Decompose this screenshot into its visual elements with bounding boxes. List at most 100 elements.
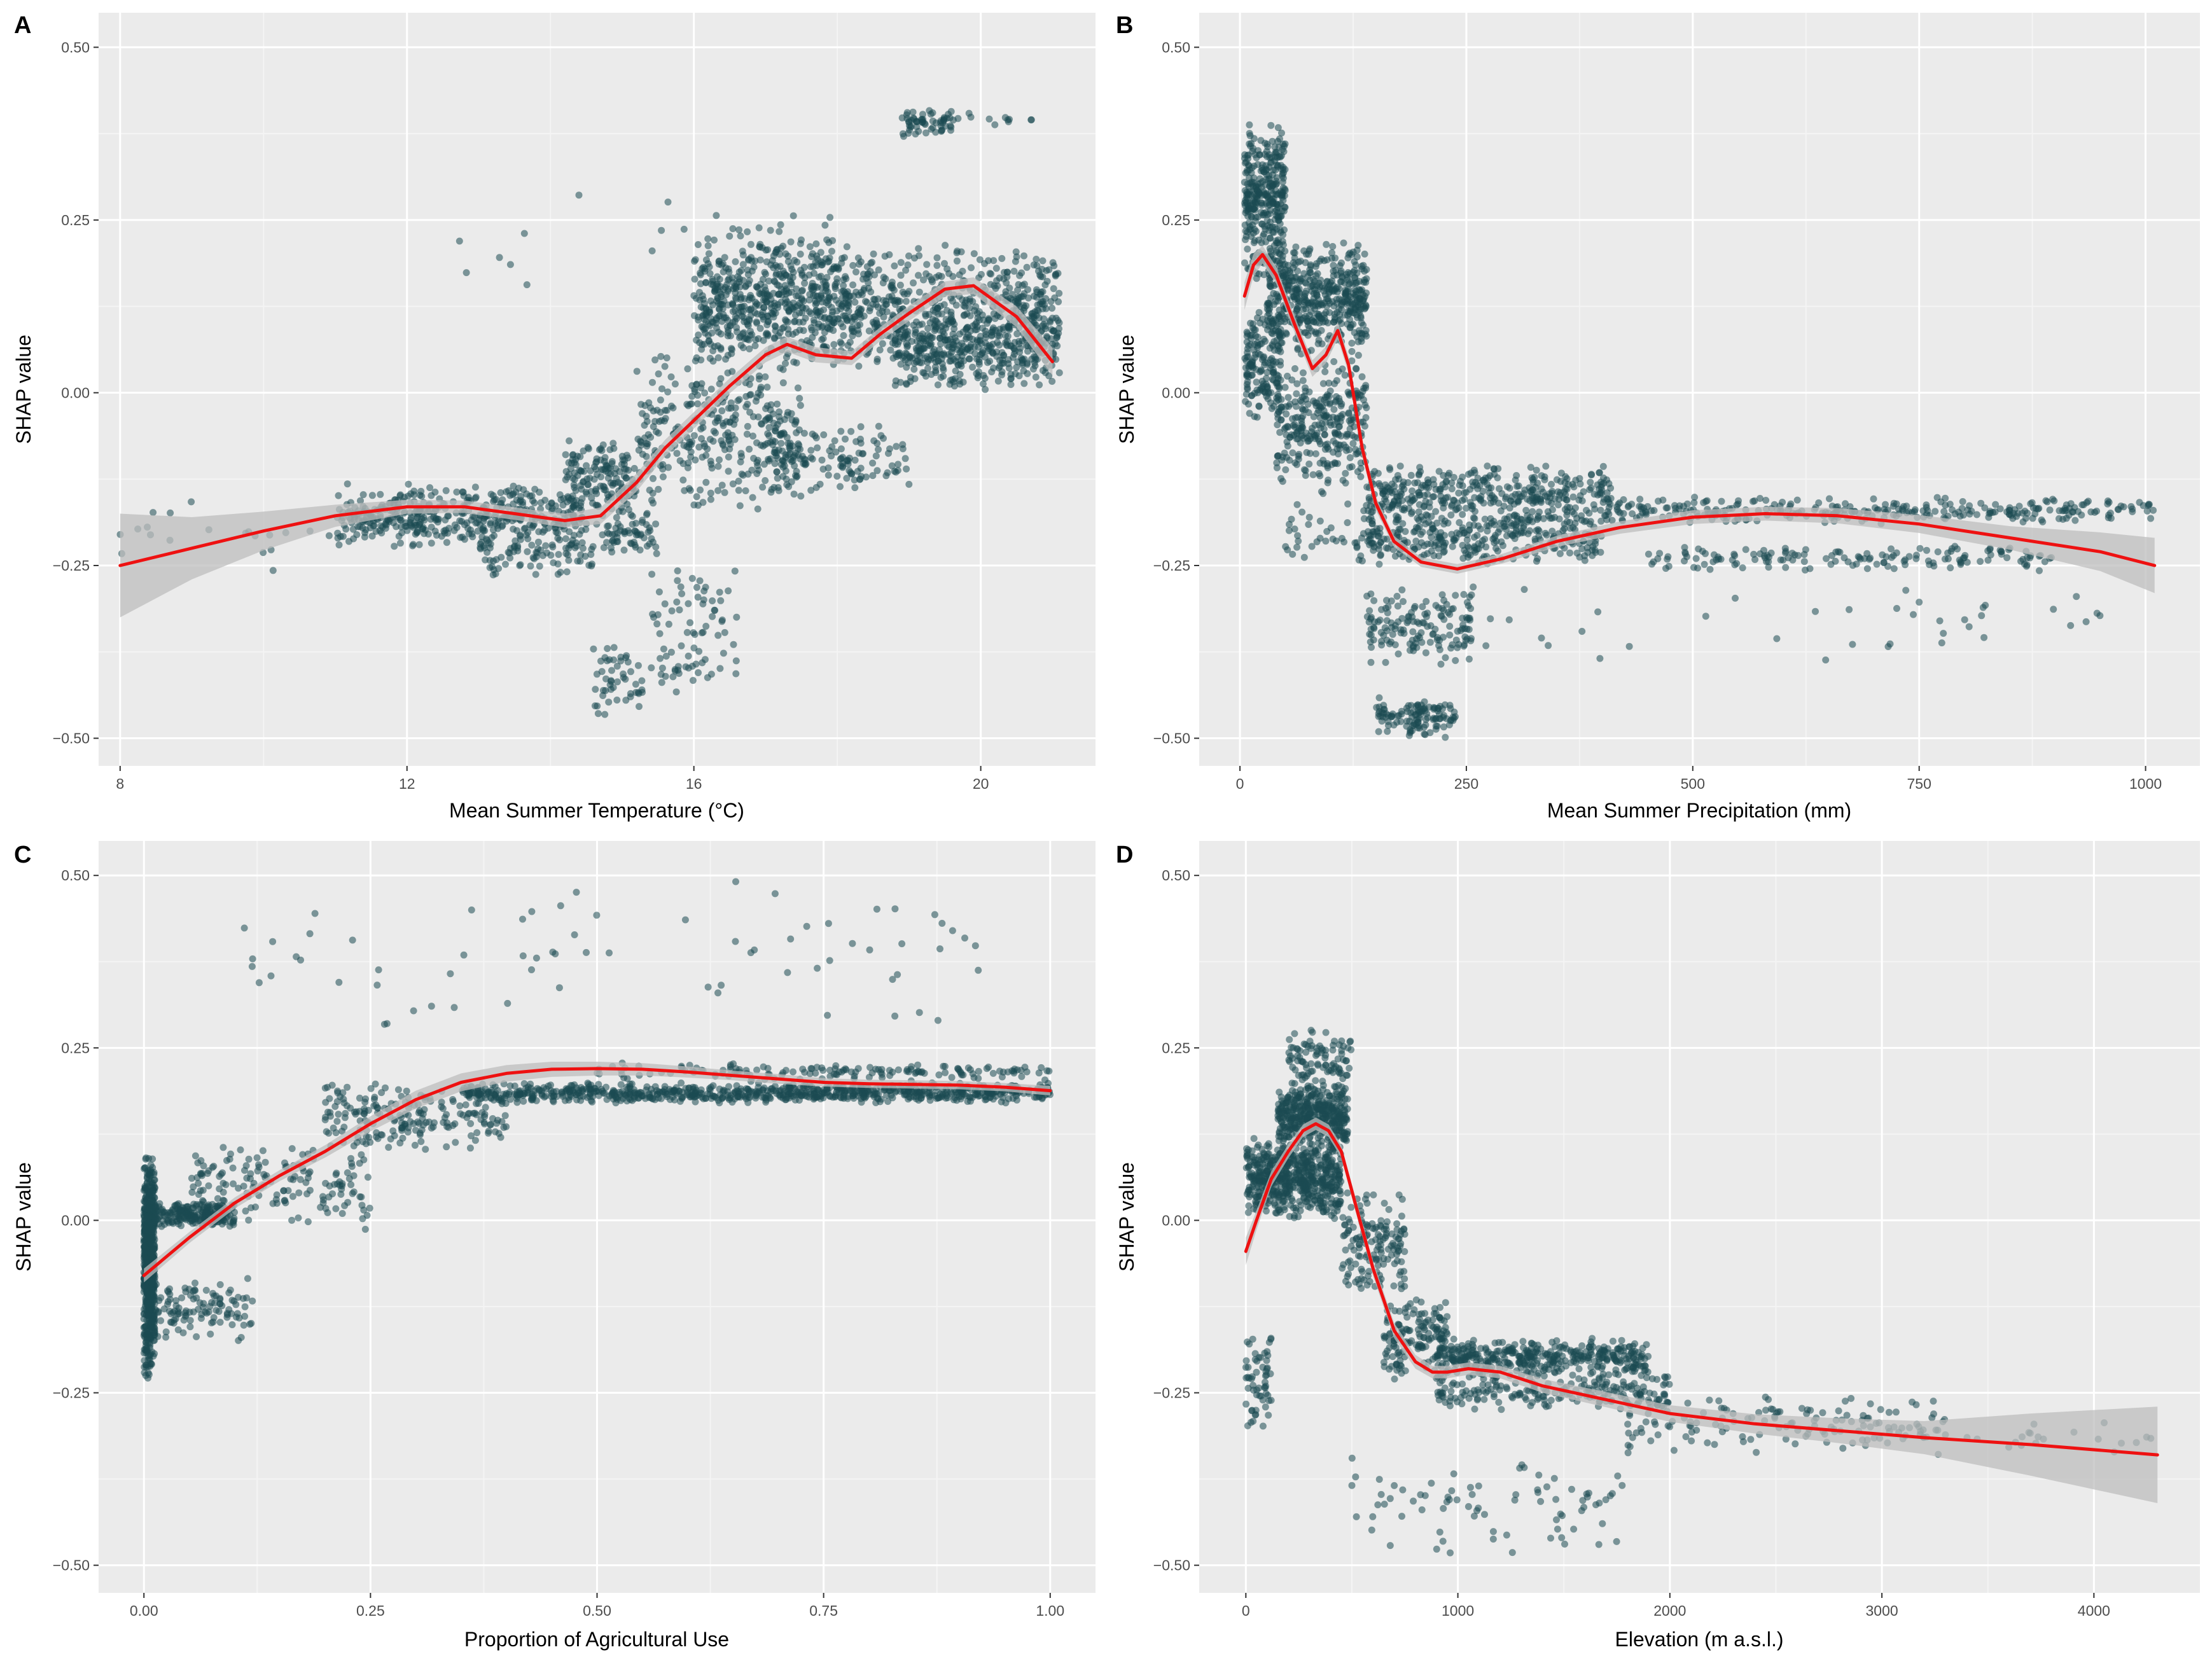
data-point xyxy=(709,613,716,620)
data-point xyxy=(1481,536,1489,543)
data-point xyxy=(1513,483,1521,490)
data-point xyxy=(1052,270,1060,278)
data-point xyxy=(1273,464,1281,471)
data-point xyxy=(1003,268,1011,276)
data-point xyxy=(1332,460,1339,468)
data-point xyxy=(517,536,524,543)
data-point xyxy=(1284,261,1292,269)
data-point xyxy=(1571,520,1579,527)
data-point xyxy=(828,247,835,255)
data-point xyxy=(1257,137,1265,144)
data-point xyxy=(1484,462,1491,470)
x-tick-label: 20 xyxy=(973,775,989,792)
data-point xyxy=(524,548,531,555)
data-point xyxy=(605,698,613,706)
data-point xyxy=(953,257,961,265)
data-point xyxy=(947,316,954,323)
data-point xyxy=(793,258,801,266)
data-point xyxy=(940,372,947,380)
data-point xyxy=(818,324,826,331)
data-point xyxy=(335,541,343,549)
data-point xyxy=(881,253,889,260)
data-point xyxy=(1463,504,1470,512)
data-point xyxy=(888,462,896,469)
data-point xyxy=(1043,267,1050,274)
data-point xyxy=(1481,515,1489,523)
data-point xyxy=(428,492,435,499)
data-point xyxy=(599,531,606,539)
data-point xyxy=(1358,534,1365,542)
data-point xyxy=(456,237,463,245)
data-point xyxy=(776,228,783,235)
data-point xyxy=(620,546,628,554)
data-point xyxy=(657,352,665,360)
data-point xyxy=(1272,177,1280,185)
data-point xyxy=(807,454,815,461)
data-point xyxy=(906,352,913,360)
data-point xyxy=(590,645,597,653)
data-point xyxy=(150,509,157,517)
data-point xyxy=(1538,485,1545,492)
x-axis-title: Mean Summer Temperature (°C) xyxy=(449,799,744,822)
data-point xyxy=(582,489,590,496)
data-point xyxy=(725,468,732,475)
data-point xyxy=(1342,469,1349,477)
data-point xyxy=(643,442,651,450)
data-point xyxy=(1005,323,1012,330)
data-point xyxy=(528,541,536,549)
data-point xyxy=(977,351,984,359)
data-point xyxy=(1425,518,1433,526)
data-point xyxy=(735,487,742,494)
data-point xyxy=(610,644,618,651)
data-point xyxy=(717,597,725,604)
data-point xyxy=(762,477,769,484)
data-point xyxy=(1251,191,1258,198)
data-point xyxy=(910,279,917,287)
y-tick-label: 0.00 xyxy=(61,384,90,401)
data-point xyxy=(838,254,846,262)
data-point xyxy=(649,611,657,618)
data-point xyxy=(1324,479,1332,487)
data-point xyxy=(992,265,1000,272)
data-point xyxy=(767,406,774,413)
data-point xyxy=(1471,494,1478,501)
data-point xyxy=(679,476,687,484)
data-point xyxy=(529,497,536,504)
data-point xyxy=(415,541,423,548)
data-point xyxy=(503,488,510,496)
data-point xyxy=(1010,267,1018,275)
data-point xyxy=(1033,288,1041,296)
data-point xyxy=(1382,498,1390,505)
data-point xyxy=(1461,489,1468,497)
data-point xyxy=(1502,495,1509,503)
data-point xyxy=(742,403,750,410)
data-point xyxy=(896,352,903,359)
data-point xyxy=(636,703,643,711)
data-point xyxy=(1334,429,1342,436)
data-point xyxy=(829,237,837,244)
data-point xyxy=(1258,200,1265,207)
data-point xyxy=(776,364,784,372)
data-point xyxy=(548,499,555,506)
data-point xyxy=(1338,259,1345,267)
data-point xyxy=(707,489,714,497)
data-point xyxy=(1243,372,1251,380)
data-point xyxy=(1351,539,1359,546)
scatter-points xyxy=(116,107,1063,718)
data-point xyxy=(443,539,450,546)
data-point xyxy=(1358,338,1365,345)
data-point xyxy=(797,492,805,500)
data-point xyxy=(627,668,634,676)
data-point xyxy=(1323,303,1330,310)
data-point xyxy=(790,490,798,498)
data-point xyxy=(857,289,865,296)
data-point xyxy=(594,710,602,718)
data-point xyxy=(1308,327,1316,335)
data-point xyxy=(899,441,907,448)
data-point xyxy=(650,475,657,482)
data-point xyxy=(567,465,574,473)
data-point xyxy=(1360,418,1367,426)
data-point xyxy=(786,444,793,452)
data-point xyxy=(900,132,907,140)
data-point xyxy=(1448,485,1456,492)
